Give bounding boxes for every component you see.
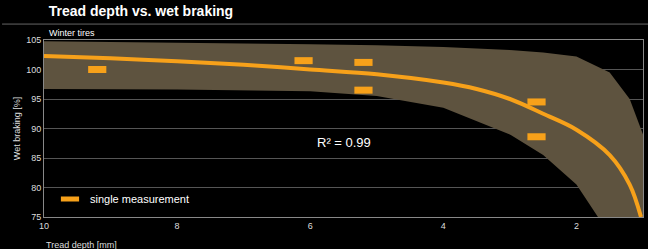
svg-text:R² = 0.99: R² = 0.99 — [317, 135, 371, 150]
svg-text:single measurement: single measurement — [90, 193, 189, 205]
svg-text:95: 95 — [31, 94, 41, 104]
svg-text:105: 105 — [26, 35, 41, 45]
svg-text:90: 90 — [31, 124, 41, 134]
svg-text:85: 85 — [31, 153, 41, 163]
svg-text:100: 100 — [26, 65, 41, 75]
svg-text:Wet braking [%]: Wet braking [%] — [12, 97, 22, 160]
svg-text:6: 6 — [308, 221, 313, 231]
svg-text:8: 8 — [175, 221, 180, 231]
svg-text:75: 75 — [31, 212, 41, 222]
svg-text:80: 80 — [31, 183, 41, 193]
svg-text:2: 2 — [574, 221, 579, 231]
svg-text:10: 10 — [39, 221, 49, 231]
svg-text:Winter tires: Winter tires — [49, 28, 95, 38]
svg-text:Tread depth vs. wet braking: Tread depth vs. wet braking — [49, 3, 233, 19]
svg-text:4: 4 — [441, 221, 446, 231]
svg-text:Tread depth [mm]: Tread depth [mm] — [46, 240, 117, 249]
